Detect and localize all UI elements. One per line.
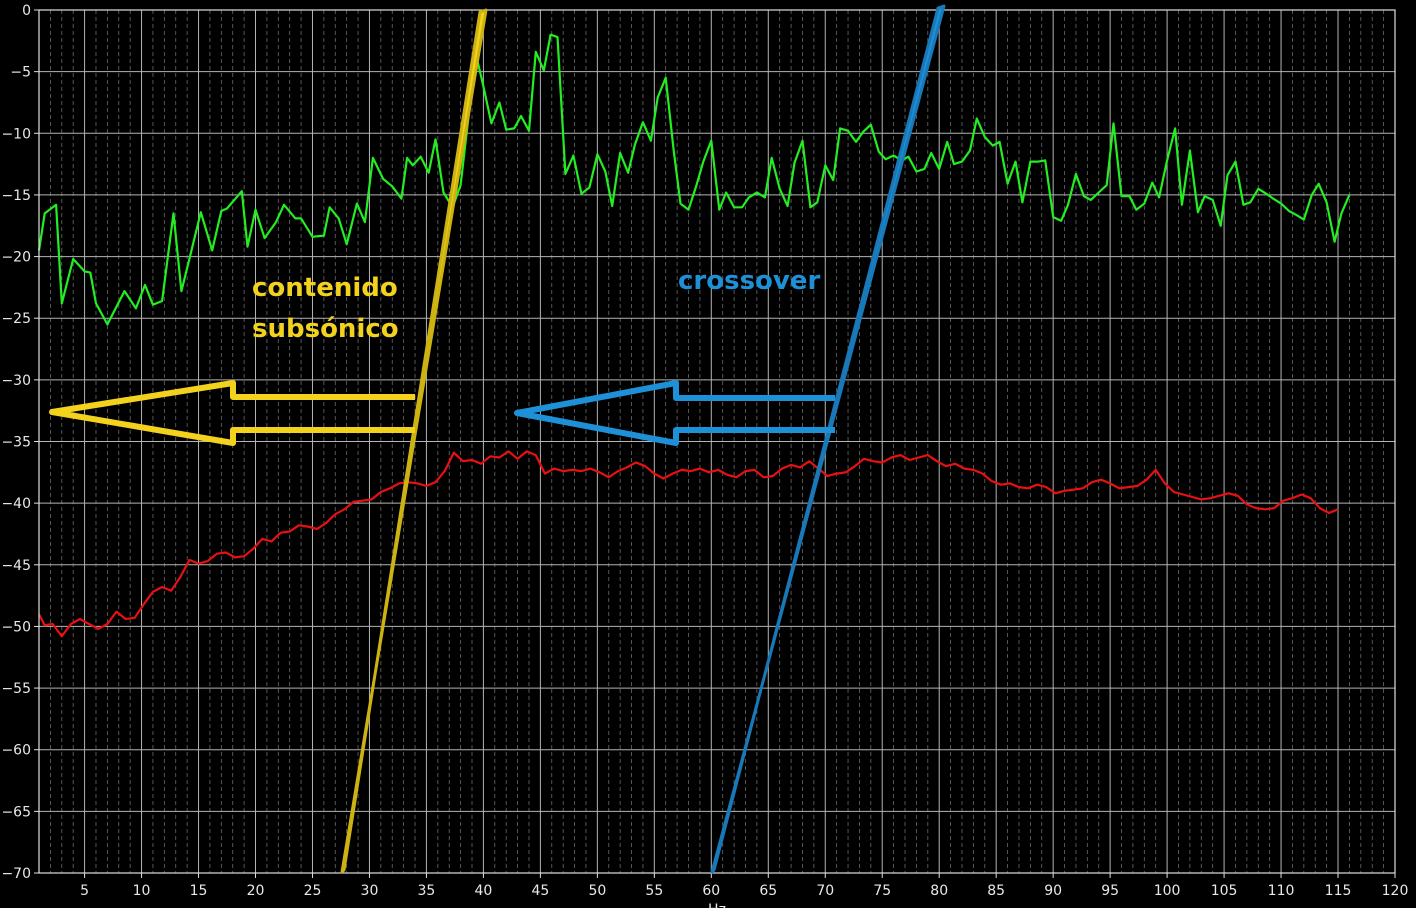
x-tick-label: 10: [133, 883, 151, 899]
x-tick-label: 115: [1325, 883, 1352, 899]
y-tick-label: −25: [1, 311, 31, 327]
x-tick-label: 65: [759, 883, 777, 899]
y-tick-label: −50: [1, 619, 31, 635]
y-tick-label: −20: [1, 250, 31, 266]
x-tick-label: 55: [645, 883, 663, 899]
y-tick-label: −60: [1, 743, 31, 759]
subsonic-slope-line: [340, 8, 488, 874]
x-tick-label: 80: [930, 883, 948, 899]
subsonic-annotation: contenido subsónico: [49, 8, 488, 874]
y-tick-label: −70: [1, 866, 31, 882]
crossover-slope-line: [710, 4, 946, 874]
x-tick-label: 35: [418, 883, 436, 899]
x-tick-label: 100: [1154, 883, 1181, 899]
x-tick-label: 70: [816, 883, 834, 899]
crossover-annotation: crossover: [514, 4, 946, 874]
y-tick-label: −10: [1, 126, 31, 142]
series-line-0: [37, 33, 1351, 326]
y-tick-label: −5: [10, 65, 31, 81]
x-tick-label: 75: [873, 883, 891, 899]
x-tick-label: 60: [702, 883, 720, 899]
y-tick-label: −15: [1, 188, 31, 204]
x-tick-label: 105: [1211, 883, 1238, 899]
y-tick-label: −40: [1, 496, 31, 512]
y-tick-labels: 0 −5 −10 −15 −20 −25 −30 −35 −40 −45 −50 −55 −60 −65 −…: [1, 3, 39, 882]
y-tick-label: 0: [22, 3, 31, 19]
x-tick-label: 90: [1044, 883, 1062, 899]
annotation-label-subsonic-2: subsónico: [252, 314, 399, 344]
x-tick-label: 45: [531, 883, 549, 899]
subsonic-arrow: [49, 380, 415, 446]
x-tick-labels: 5 10 15 20 25 30 35 40 45 50 55 60 65 70 75 80 85 90 95 100…: [80, 873, 1408, 899]
series-layer: [37, 33, 1351, 638]
y-tick-label: −55: [1, 681, 31, 697]
x-tick-label: 30: [361, 883, 379, 899]
series-line-1: [38, 450, 1339, 638]
y-tick-label: −30: [1, 373, 31, 389]
crossover-arrow: [514, 380, 835, 446]
x-tick-label: 5: [80, 883, 89, 899]
y-tick-label: −45: [1, 558, 31, 574]
x-tick-label: 20: [247, 883, 265, 899]
grid: [38, 9, 1396, 874]
y-tick-label: −65: [1, 804, 31, 820]
x-tick-label: 120: [1382, 883, 1409, 899]
y-tick-label: −35: [1, 435, 31, 451]
annotation-label-subsonic-1: contenido: [252, 273, 398, 303]
x-tick-label: 95: [1101, 883, 1119, 899]
x-axis-label: Hz: [708, 902, 726, 908]
annotation-label-crossover: crossover: [678, 266, 820, 296]
x-tick-label: 50: [588, 883, 606, 899]
x-tick-label: 15: [190, 883, 208, 899]
x-tick-label: 110: [1268, 883, 1295, 899]
x-tick-label: 25: [304, 883, 322, 899]
x-tick-label: 85: [987, 883, 1005, 899]
x-tick-label: 40: [474, 883, 492, 899]
